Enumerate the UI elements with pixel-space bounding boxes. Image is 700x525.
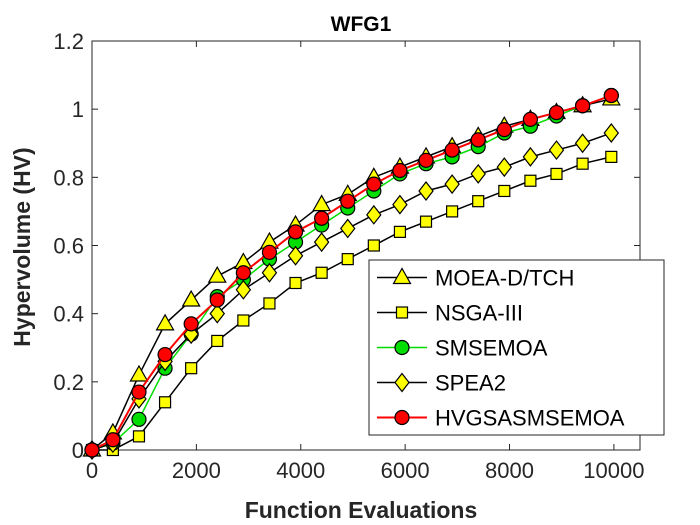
data-point <box>287 245 304 266</box>
x-tick-label: 0 <box>86 458 98 483</box>
data-point <box>209 303 226 324</box>
data-point <box>158 396 172 409</box>
legend-marker <box>395 306 409 319</box>
data-point <box>367 239 380 252</box>
data-point <box>341 253 354 266</box>
legend-label: NSGA-III <box>435 301 523 326</box>
data-point <box>603 87 619 104</box>
data-point <box>496 157 513 178</box>
data-point <box>524 174 537 187</box>
legend-entry: SMSEMOA <box>377 336 548 361</box>
data-point <box>235 265 251 281</box>
x-axis-title: Function Evaluations <box>245 497 478 523</box>
legend-label: SPEA2 <box>435 371 506 396</box>
data-point <box>470 163 486 184</box>
legend-entry: SPEA2 <box>377 371 506 396</box>
legend-marker <box>394 339 410 356</box>
legend-marker <box>394 372 410 393</box>
data-point <box>603 123 620 144</box>
x-tick-label: 6000 <box>381 458 430 483</box>
data-point <box>235 279 252 300</box>
data-point <box>263 297 276 310</box>
x-tick-label: 4000 <box>276 458 325 483</box>
data-point <box>183 316 199 332</box>
y-tick-label: 1 <box>72 97 84 122</box>
legend-entry: HVGSASMSEMOA <box>377 406 625 431</box>
data-point <box>132 430 146 443</box>
data-point <box>392 194 408 215</box>
data-point <box>207 265 227 283</box>
data-point <box>574 133 591 154</box>
data-point <box>418 152 434 168</box>
data-point <box>444 142 460 158</box>
legend-entry: MOEA-D/TCH <box>377 266 574 291</box>
data-point <box>366 204 382 225</box>
data-point <box>392 162 408 179</box>
legend-label: MOEA-D/TCH <box>435 266 574 291</box>
data-point <box>522 146 539 167</box>
data-point <box>105 432 121 448</box>
data-point <box>548 140 565 161</box>
legend: MOEA-D/TCH NSGA-III SMSEMOA SPEA2 HVGSASMSEM… <box>368 259 665 436</box>
data-point <box>550 167 563 181</box>
data-point <box>472 195 485 208</box>
data-point <box>129 364 149 382</box>
data-point <box>181 289 201 307</box>
data-point <box>340 193 356 209</box>
data-point <box>498 184 511 198</box>
legend-label: SMSEMOA <box>435 336 548 361</box>
legend-entry: NSGA-III <box>377 301 523 326</box>
data-point <box>237 314 250 327</box>
y-tick-label: 0.8 <box>53 165 84 190</box>
data-point <box>605 150 618 163</box>
data-point <box>84 442 100 458</box>
data-point <box>393 225 407 238</box>
data-point <box>131 411 147 427</box>
data-point <box>185 362 198 375</box>
data-point <box>446 205 459 218</box>
y-tick-label: 0.4 <box>53 302 84 327</box>
chart-title: WFG1 <box>331 13 392 36</box>
data-point <box>576 157 589 170</box>
x-tick-label: 2000 <box>172 458 221 483</box>
y-tick-label: 0 <box>72 438 84 463</box>
y-tick-label: 1.2 <box>53 29 84 54</box>
data-point <box>315 266 328 279</box>
data-point <box>287 224 304 240</box>
data-point <box>418 180 434 201</box>
data-point <box>470 132 486 148</box>
legend-marker <box>394 409 410 426</box>
data-point <box>366 176 382 192</box>
data-point <box>522 111 539 127</box>
data-point <box>157 346 173 363</box>
data-point <box>131 384 147 400</box>
data-point <box>211 334 224 348</box>
data-point <box>312 194 332 212</box>
legend-label: HVGSASMSEMOA <box>435 406 625 431</box>
legend-marker <box>392 267 412 285</box>
data-point <box>261 262 278 283</box>
data-point <box>313 232 330 253</box>
data-point <box>444 174 460 195</box>
data-point <box>496 122 512 138</box>
data-point <box>155 313 175 331</box>
series-hvgsasmsemoa <box>84 87 619 458</box>
x-tick-label: 8000 <box>485 458 534 483</box>
x-tick-label: 10000 <box>583 458 644 483</box>
data-point <box>314 210 330 226</box>
y-tick-label: 0.6 <box>53 234 84 259</box>
data-point <box>209 292 225 308</box>
data-point <box>339 218 356 239</box>
plot-area: 0 2000 4000 6000 8000 10000 0 0.2 0.4 0.6 0.8 1 1.2 <box>53 29 644 483</box>
data-point <box>289 276 302 290</box>
y-axis-title: Hypervolume (HV) <box>9 147 35 346</box>
data-point <box>548 104 565 121</box>
data-point <box>261 244 278 260</box>
y-tick-label: 0.2 <box>53 370 84 395</box>
data-point <box>574 98 591 114</box>
data-point <box>419 215 433 228</box>
